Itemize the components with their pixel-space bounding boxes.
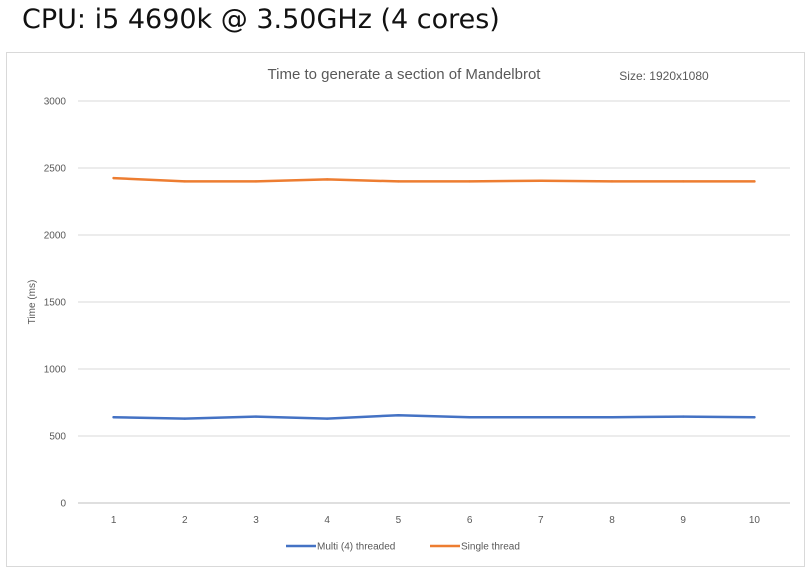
x-tick-label: 8 [609, 515, 615, 526]
y-tick-label: 1000 [44, 365, 67, 376]
data-point [183, 417, 186, 420]
x-tick-label: 5 [396, 515, 402, 526]
series-line-1 [112, 413, 756, 420]
y-tick-label: 2500 [44, 164, 67, 175]
data-point [539, 416, 542, 419]
chart-subtitle: Size: 1920x1080 [619, 69, 709, 83]
y-tick-labels: 0 500 1000 1500 2000 2500 3000 [44, 97, 67, 510]
y-tick-label: 1500 [44, 298, 67, 309]
x-tick-label: 10 [749, 515, 761, 526]
cpu-heading: CPU: i5 4690k @ 3.50GHz (4 cores) [22, 4, 500, 35]
data-point [539, 179, 542, 182]
data-point [397, 414, 400, 417]
data-point [610, 180, 614, 183]
legend-label: Multi (4) threaded [317, 542, 395, 553]
data-point [254, 180, 258, 183]
data-point [468, 180, 471, 183]
x-tick-label: 7 [538, 515, 544, 526]
y-axis-label: Time (ms) [27, 280, 38, 325]
x-tick-label: 4 [324, 515, 330, 526]
x-tick-label: 3 [253, 515, 259, 526]
data-point [112, 416, 115, 419]
data-point [610, 416, 614, 419]
x-tick-label: 1 [111, 515, 117, 526]
chart-title: Time to generate a section of Mandelbrot [268, 66, 542, 83]
x-tick-label: 9 [680, 515, 686, 526]
data-point [112, 176, 115, 180]
y-tick-label: 3000 [44, 97, 67, 108]
chart-frame [6, 52, 805, 567]
data-point [183, 180, 186, 183]
data-point [326, 417, 329, 420]
data-point [254, 415, 258, 418]
series-lines [112, 176, 756, 420]
data-point [326, 178, 329, 181]
data-point [682, 415, 685, 418]
x-tick-label: 2 [182, 515, 188, 526]
x-tick-label: 6 [467, 515, 473, 526]
data-point [682, 180, 685, 183]
y-tick-label: 500 [49, 432, 66, 443]
y-tick-label: 0 [60, 499, 66, 510]
data-point [397, 180, 400, 183]
series-line-2 [112, 176, 756, 183]
gridlines [78, 100, 790, 504]
data-point [468, 416, 471, 419]
data-point [753, 416, 756, 419]
legend: Multi (4) threaded Single thread [286, 542, 520, 553]
x-tick-labels: 1 2 3 4 5 6 7 8 9 10 [111, 515, 761, 526]
y-tick-label: 2000 [44, 231, 67, 242]
legend-label: Single thread [461, 542, 520, 553]
data-point [753, 180, 756, 183]
